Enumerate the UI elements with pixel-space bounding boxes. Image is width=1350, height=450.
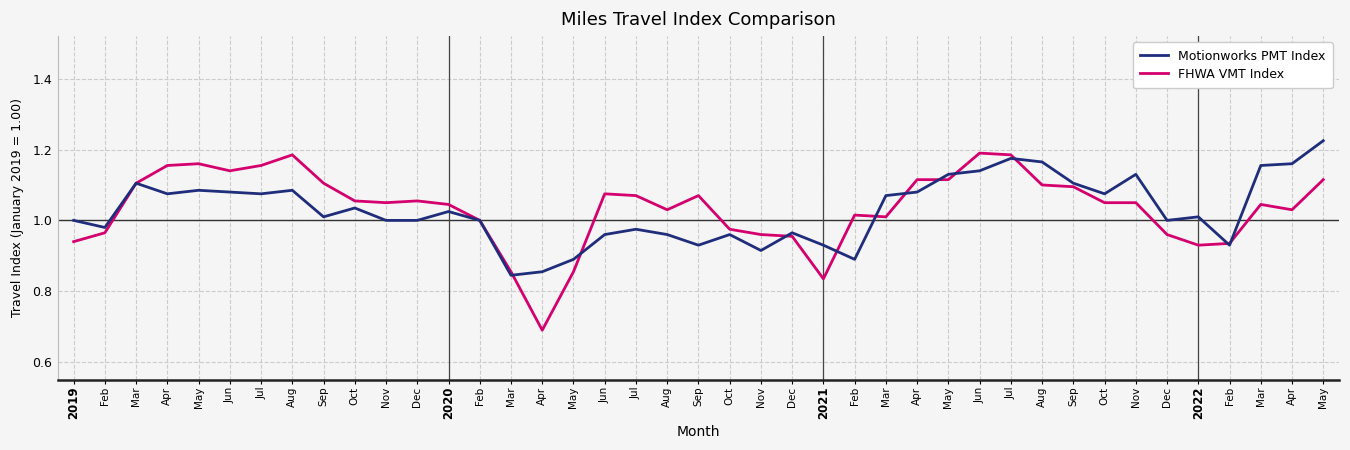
FHWA VMT Index: [909, 177, 925, 182]
FHWA VMT Index: [1127, 200, 1143, 205]
Motionworks PMT Index: [535, 269, 551, 274]
Motionworks PMT Index: [285, 188, 301, 193]
X-axis label: Month: Month: [676, 425, 720, 439]
Y-axis label: Travel Index (January 2019 = 1.00): Travel Index (January 2019 = 1.00): [11, 99, 24, 318]
FHWA VMT Index: [347, 198, 363, 203]
Motionworks PMT Index: [1003, 156, 1019, 161]
FHWA VMT Index: [566, 269, 582, 274]
Motionworks PMT Index: [252, 191, 269, 197]
FHWA VMT Index: [722, 226, 738, 232]
Motionworks PMT Index: [1191, 214, 1207, 220]
FHWA VMT Index: [1158, 232, 1174, 237]
Motionworks PMT Index: [1158, 218, 1174, 223]
FHWA VMT Index: [878, 214, 894, 220]
Motionworks PMT Index: [190, 188, 207, 193]
Motionworks PMT Index: [471, 218, 487, 223]
FHWA VMT Index: [316, 180, 332, 186]
FHWA VMT Index: [252, 163, 269, 168]
FHWA VMT Index: [753, 232, 769, 237]
FHWA VMT Index: [409, 198, 425, 203]
FHWA VMT Index: [1065, 184, 1081, 189]
Line: FHWA VMT Index: FHWA VMT Index: [74, 153, 1323, 330]
Motionworks PMT Index: [1096, 191, 1112, 197]
FHWA VMT Index: [815, 276, 832, 282]
Motionworks PMT Index: [440, 209, 456, 214]
Line: Motionworks PMT Index: Motionworks PMT Index: [74, 141, 1323, 275]
Motionworks PMT Index: [628, 226, 644, 232]
FHWA VMT Index: [690, 193, 706, 198]
FHWA VMT Index: [285, 152, 301, 158]
FHWA VMT Index: [1222, 241, 1238, 246]
FHWA VMT Index: [1284, 207, 1300, 212]
FHWA VMT Index: [190, 161, 207, 166]
Motionworks PMT Index: [909, 189, 925, 195]
Motionworks PMT Index: [66, 218, 82, 223]
FHWA VMT Index: [1034, 182, 1050, 188]
Motionworks PMT Index: [972, 168, 988, 174]
Motionworks PMT Index: [1284, 161, 1300, 166]
FHWA VMT Index: [128, 180, 144, 186]
FHWA VMT Index: [597, 191, 613, 197]
Motionworks PMT Index: [159, 191, 176, 197]
Motionworks PMT Index: [316, 214, 332, 220]
Motionworks PMT Index: [221, 189, 238, 195]
FHWA VMT Index: [504, 269, 520, 274]
Motionworks PMT Index: [409, 218, 425, 223]
Title: Miles Travel Index Comparison: Miles Travel Index Comparison: [562, 11, 836, 29]
FHWA VMT Index: [471, 218, 487, 223]
FHWA VMT Index: [628, 193, 644, 198]
Motionworks PMT Index: [753, 248, 769, 253]
Motionworks PMT Index: [378, 218, 394, 223]
Motionworks PMT Index: [878, 193, 894, 198]
FHWA VMT Index: [846, 212, 863, 218]
Motionworks PMT Index: [1222, 243, 1238, 248]
FHWA VMT Index: [535, 328, 551, 333]
Motionworks PMT Index: [940, 171, 956, 177]
FHWA VMT Index: [659, 207, 675, 212]
Motionworks PMT Index: [504, 273, 520, 278]
FHWA VMT Index: [1003, 152, 1019, 158]
Motionworks PMT Index: [815, 243, 832, 248]
Motionworks PMT Index: [597, 232, 613, 237]
Motionworks PMT Index: [722, 232, 738, 237]
Motionworks PMT Index: [1034, 159, 1050, 165]
Motionworks PMT Index: [128, 180, 144, 186]
FHWA VMT Index: [440, 202, 456, 207]
Motionworks PMT Index: [97, 225, 113, 230]
FHWA VMT Index: [97, 230, 113, 235]
FHWA VMT Index: [66, 239, 82, 244]
Legend: Motionworks PMT Index, FHWA VMT Index: Motionworks PMT Index, FHWA VMT Index: [1133, 42, 1332, 89]
FHWA VMT Index: [1191, 243, 1207, 248]
Motionworks PMT Index: [1315, 138, 1331, 144]
FHWA VMT Index: [378, 200, 394, 205]
Motionworks PMT Index: [1065, 180, 1081, 186]
Motionworks PMT Index: [1253, 163, 1269, 168]
FHWA VMT Index: [972, 150, 988, 156]
Motionworks PMT Index: [566, 256, 582, 262]
FHWA VMT Index: [1096, 200, 1112, 205]
Motionworks PMT Index: [1127, 171, 1143, 177]
FHWA VMT Index: [221, 168, 238, 174]
FHWA VMT Index: [940, 177, 956, 182]
FHWA VMT Index: [159, 163, 176, 168]
Motionworks PMT Index: [846, 256, 863, 262]
Motionworks PMT Index: [690, 243, 706, 248]
FHWA VMT Index: [784, 234, 801, 239]
Motionworks PMT Index: [659, 232, 675, 237]
FHWA VMT Index: [1315, 177, 1331, 182]
Motionworks PMT Index: [784, 230, 801, 235]
Motionworks PMT Index: [347, 205, 363, 211]
FHWA VMT Index: [1253, 202, 1269, 207]
